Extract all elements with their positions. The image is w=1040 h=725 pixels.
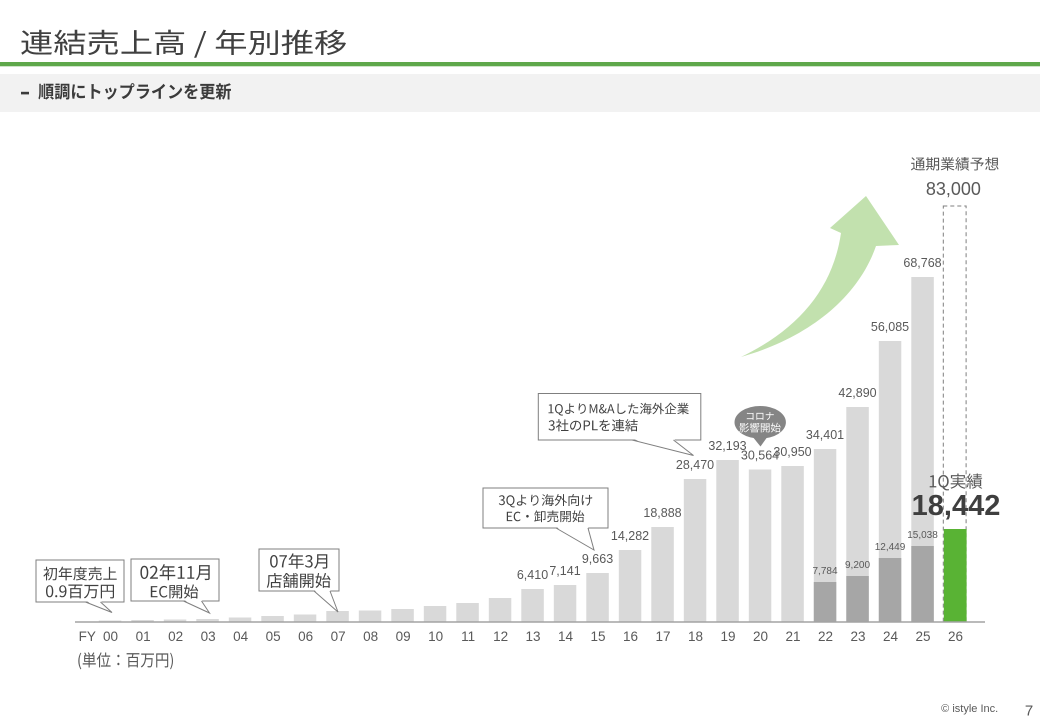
svg-text:12,449: 12,449	[875, 542, 906, 553]
svg-text:07: 07	[331, 629, 346, 644]
svg-text:68,768: 68,768	[903, 256, 941, 270]
svg-text:21: 21	[785, 629, 800, 644]
svg-text:9,200: 9,200	[845, 560, 870, 571]
svg-text:14: 14	[558, 629, 574, 644]
svg-text:08: 08	[363, 629, 378, 644]
svg-text:42,890: 42,890	[838, 386, 876, 400]
svg-text:32,193: 32,193	[708, 439, 746, 453]
svg-text:30,564: 30,564	[741, 449, 779, 463]
svg-text:20: 20	[753, 629, 768, 644]
svg-text:30,950: 30,950	[773, 445, 811, 459]
svg-text:17: 17	[655, 629, 670, 644]
svg-text:01: 01	[136, 629, 151, 644]
svg-text:7,141: 7,141	[549, 564, 580, 578]
svg-text:02: 02	[168, 629, 183, 644]
svg-text:6,410: 6,410	[517, 568, 548, 582]
svg-text:56,085: 56,085	[871, 320, 909, 334]
svg-text:06: 06	[298, 629, 313, 644]
svg-text:13: 13	[525, 629, 540, 644]
svg-text:14,282: 14,282	[611, 529, 649, 543]
svg-text:7,784: 7,784	[812, 566, 837, 577]
svg-text:© istyle Inc.: © istyle Inc.	[941, 703, 998, 715]
svg-text:16: 16	[623, 629, 638, 644]
svg-text:15,038: 15,038	[907, 530, 938, 541]
svg-text:34,401: 34,401	[806, 428, 844, 442]
svg-text:83,000: 83,000	[926, 179, 981, 199]
svg-text:18,442: 18,442	[912, 490, 1001, 522]
svg-text:28,470: 28,470	[676, 458, 714, 472]
svg-text:15: 15	[590, 629, 605, 644]
svg-text:26: 26	[948, 629, 963, 644]
svg-text:25: 25	[915, 629, 930, 644]
svg-text:22: 22	[818, 629, 833, 644]
svg-text:05: 05	[266, 629, 281, 644]
svg-text:23: 23	[850, 629, 865, 644]
svg-text:19: 19	[720, 629, 735, 644]
svg-text:10: 10	[428, 629, 443, 644]
svg-text:24: 24	[883, 629, 899, 644]
svg-text:FY: FY	[79, 629, 96, 644]
svg-text:12: 12	[493, 629, 508, 644]
svg-text:18,888: 18,888	[643, 506, 681, 520]
svg-text:18: 18	[688, 629, 703, 644]
svg-text:04: 04	[233, 629, 249, 644]
svg-text:7: 7	[1025, 703, 1033, 720]
svg-text:00: 00	[103, 629, 118, 644]
svg-text:09: 09	[396, 629, 411, 644]
svg-text:9,663: 9,663	[582, 552, 613, 566]
svg-text:03: 03	[201, 629, 216, 644]
svg-text:11: 11	[461, 629, 475, 644]
